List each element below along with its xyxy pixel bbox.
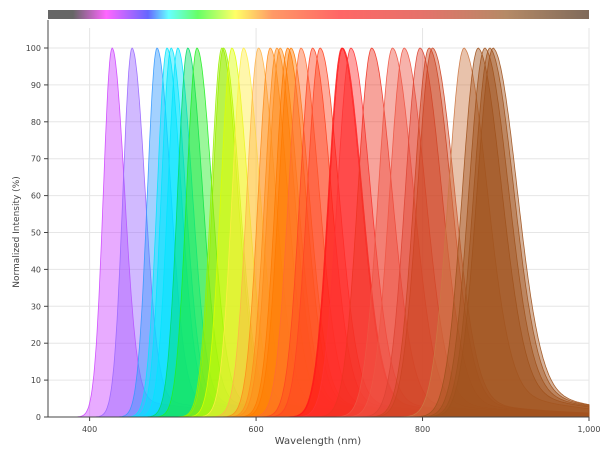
x-tick-label: 400 [82, 425, 97, 434]
x-tick-label: 800 [415, 425, 430, 434]
x-tick-label: 1,000 [578, 425, 600, 434]
y-tick-label: 0 [36, 413, 41, 422]
x-axis-label: Wavelength (nm) [275, 436, 361, 447]
color-bar [48, 10, 589, 19]
y-tick-label: 40 [31, 265, 41, 274]
y-tick-label: 90 [31, 81, 41, 90]
y-tick-label: 30 [31, 302, 41, 311]
y-tick-label: 50 [31, 229, 41, 238]
y-tick-label: 80 [31, 118, 41, 127]
traces [48, 47, 590, 418]
y-tick-label: 20 [31, 339, 41, 348]
grid [48, 28, 590, 418]
axes: 0 10 20 30 40 50 60 70 80 90 100 400 600 800 1,000 [26, 20, 600, 434]
y-tick-label: 10 [31, 376, 41, 385]
y-tick-label: 100 [26, 44, 41, 53]
x-tick-label: 600 [248, 425, 263, 434]
y-axis-label: Normalized Intensity (%) [12, 176, 22, 288]
y-tick-label: 60 [31, 192, 41, 201]
y-tick-label: 70 [31, 155, 41, 164]
